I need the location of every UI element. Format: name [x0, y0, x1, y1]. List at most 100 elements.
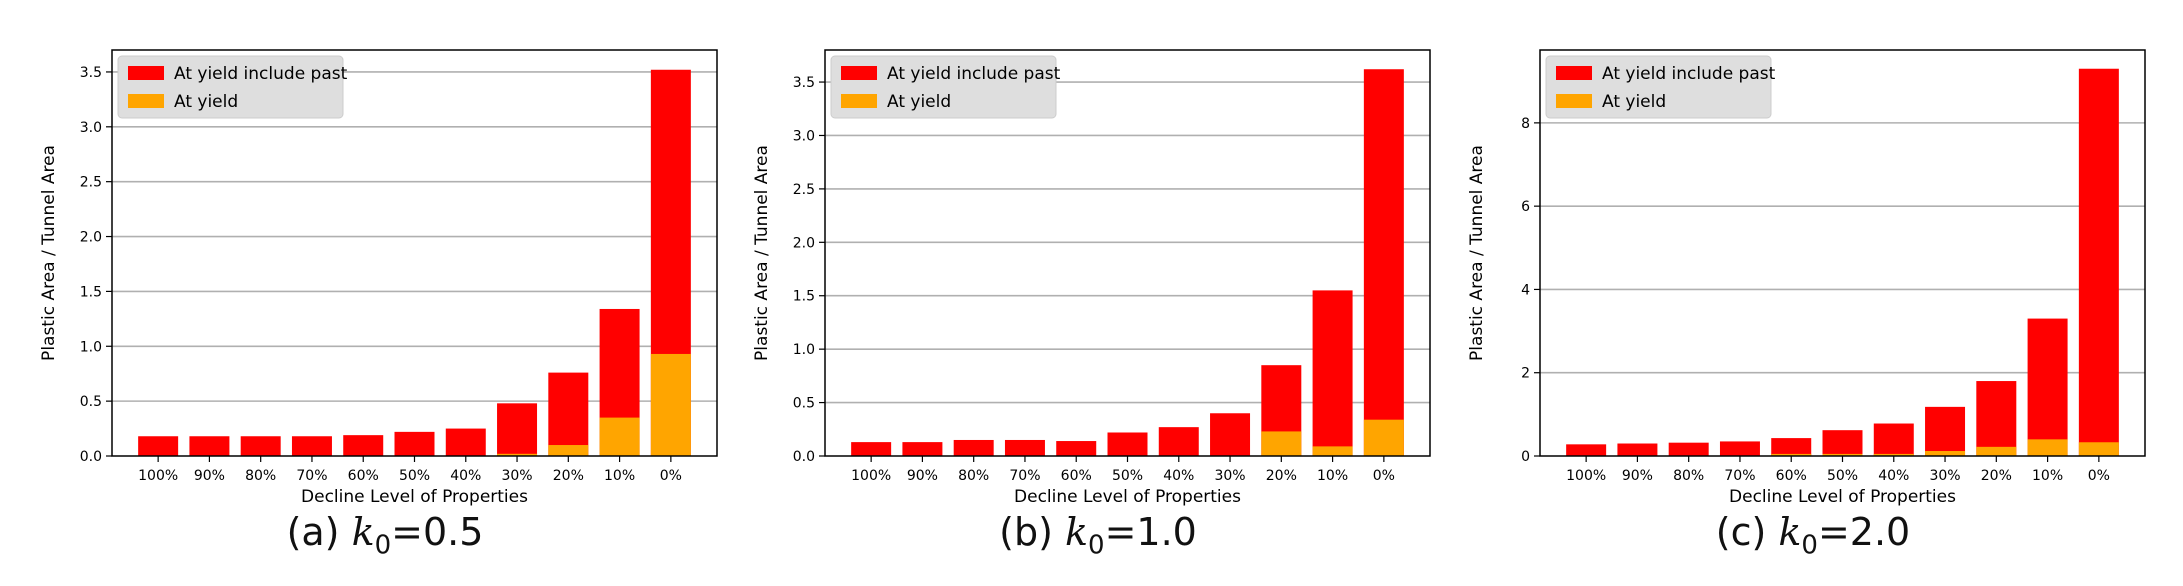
x-tick-label: 30% [1214, 468, 1245, 484]
caption-a: (a) k0=0.5 [135, 510, 635, 561]
y-tick-label: 0.0 [80, 449, 102, 465]
y-tick-label: 6 [1521, 199, 1530, 215]
bar-yield-include-past [240, 436, 281, 456]
x-tick-label: 20% [553, 468, 584, 484]
x-tick-label: 90% [907, 468, 938, 484]
x-tick-label: 20% [1266, 468, 1297, 484]
y-tick-label: 4 [1521, 282, 1530, 298]
x-tick-label: 0% [1373, 468, 1395, 484]
x-tick-label: 100% [138, 468, 178, 484]
y-tick-label: 1.5 [793, 289, 815, 305]
bar-yield-include-past [2027, 318, 2068, 456]
bar-yield-include-past [1822, 430, 1863, 456]
caption-variable: k [1778, 510, 1802, 554]
plot-frame [824, 49, 1431, 457]
bar-yield-include-past [548, 372, 589, 456]
y-tick-label: 2.5 [793, 182, 815, 198]
bar-at-yield [1873, 453, 1914, 456]
caption-b: (b) k0=1.0 [848, 510, 1348, 561]
bar-yield-include-past [1719, 441, 1760, 456]
y-tick-label: 3.5 [793, 75, 815, 91]
bar-yield-include-past [189, 436, 230, 456]
legend-label: At yield include past [1602, 64, 1776, 84]
bar-yield-include-past [851, 442, 892, 456]
legend-label: At yield [174, 92, 238, 112]
x-tick-label: 30% [1929, 468, 1960, 484]
chart-panel-1: 0.0 0.5 1.0 1.5 2.0 2.5 3.0 3.5 100% 90% 80% 70% 60%… [752, 49, 1431, 507]
bar-at-yield [1822, 453, 1863, 456]
bar-at-yield [1312, 446, 1353, 456]
y-axis-label: Plastic Area / Tunnel Area [39, 145, 59, 361]
x-tick-label: 90% [194, 468, 225, 484]
y-tick-label: 0.0 [793, 449, 815, 465]
y-tick-label: 2.0 [793, 235, 815, 251]
bar-at-yield [1976, 446, 2017, 456]
x-tick-label: 40% [1878, 468, 1909, 484]
y-tick-label: 1.0 [80, 339, 102, 355]
legend-swatch [128, 66, 164, 80]
chart-panel-0: 0.0 0.5 1.0 1.5 2.0 2.5 3.0 3.5 100% 90% 80% 70% 60%… [39, 49, 718, 507]
bar-at-yield [1363, 419, 1404, 456]
bar-yield-include-past [1617, 443, 1658, 456]
bar-yield-include-past [1363, 69, 1404, 457]
x-tick-label: 70% [1009, 468, 1040, 484]
legend-label: At yield [1602, 92, 1666, 112]
caption-value: =2.0 [1817, 510, 1911, 554]
y-axis-label: Plastic Area / Tunnel Area [1467, 145, 1487, 361]
plot-frame [1539, 49, 2146, 457]
x-tick-label: 50% [1112, 468, 1143, 484]
x-tick-label: 40% [1163, 468, 1194, 484]
caption-subscript: 0 [1801, 530, 1818, 561]
x-tick-label: 70% [1724, 468, 1755, 484]
y-tick-label: 3.0 [793, 128, 815, 144]
bar-yield-include-past [1056, 441, 1097, 456]
plot-frame [111, 49, 718, 457]
legend-swatch [128, 94, 164, 108]
legend-swatch [841, 94, 877, 108]
legend-box [830, 55, 1057, 119]
x-tick-label: 100% [851, 468, 891, 484]
bar-yield-include-past [1210, 413, 1251, 456]
legend-box [1545, 55, 1772, 119]
x-tick-label: 10% [1317, 468, 1348, 484]
y-tick-label: 0.5 [80, 394, 102, 410]
bar-yield-include-past [1566, 444, 1607, 456]
bar-yield-include-past [394, 431, 435, 456]
y-tick-label: 0 [1521, 449, 1530, 465]
y-tick-label: 1.5 [80, 284, 102, 300]
legend-label: At yield [887, 92, 951, 112]
x-tick-label: 10% [2032, 468, 2063, 484]
bar-at-yield [1771, 453, 1812, 456]
caption-variable: k [1065, 510, 1089, 554]
x-axis-label: Decline Level of Properties [1729, 487, 1956, 507]
x-tick-label: 100% [1566, 468, 1606, 484]
caption-label: (c) [1715, 510, 1779, 554]
x-tick-label: 30% [501, 468, 532, 484]
y-tick-label: 2.5 [80, 175, 102, 191]
legend-label: At yield include past [174, 64, 348, 84]
caption-value: =0.5 [391, 510, 484, 554]
bar-yield-include-past [497, 403, 538, 456]
x-tick-label: 10% [604, 468, 635, 484]
x-tick-label: 80% [245, 468, 276, 484]
x-tick-label: 40% [450, 468, 481, 484]
bar-yield-include-past [1004, 439, 1045, 456]
y-tick-label: 8 [1521, 116, 1530, 132]
y-tick-label: 2.0 [80, 230, 102, 246]
caption-subscript: 0 [374, 530, 392, 561]
bar-at-yield [2027, 439, 2068, 456]
caption-c: (c) k0=2.0 [1563, 510, 2063, 561]
chart-panel-2: 0 2 4 6 8 100% 90% 80% 70% 60% 50% 40% 30% 20% 10% 0% De… [1467, 49, 2146, 507]
bar-yield-include-past [902, 442, 943, 456]
legend-swatch [1556, 66, 1592, 80]
x-tick-label: 80% [958, 468, 989, 484]
legend-swatch [1556, 94, 1592, 108]
y-tick-label: 3.0 [80, 120, 102, 136]
x-axis-label: Decline Level of Properties [1014, 487, 1241, 507]
bar-yield-include-past [1312, 290, 1353, 456]
x-axis-label: Decline Level of Properties [301, 487, 528, 507]
x-tick-label: 0% [2088, 468, 2110, 484]
bar-at-yield [1261, 431, 1302, 456]
y-tick-label: 0.5 [793, 396, 815, 412]
bar-yield-include-past [953, 439, 994, 456]
